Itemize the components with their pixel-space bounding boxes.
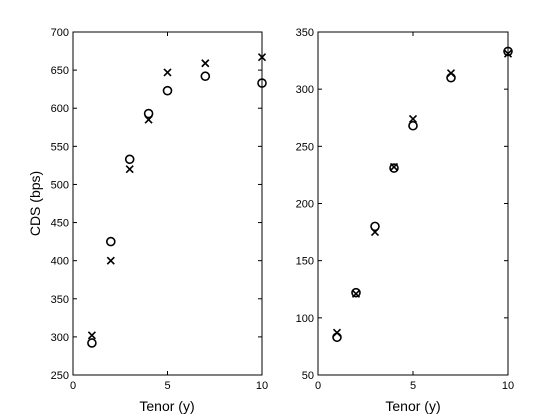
left-marks: [87, 53, 267, 348]
right-tick-labels: 0 5 10 50 100 150 200 250 300 350: [296, 27, 514, 392]
right-circle-point: [408, 120, 418, 131]
right-x-tick-label: 5: [410, 380, 416, 392]
left-x-tick-label: 10: [256, 380, 268, 392]
left-x-tick-label: 5: [164, 380, 170, 392]
left-circle-point: [200, 71, 211, 82]
right-y-tick-label: 300: [296, 84, 314, 96]
left-y-tick-label: 400: [51, 256, 69, 268]
right-ticks: [317, 31, 509, 376]
left-y-tick-label: 250: [51, 370, 69, 382]
left-plot-area: [72, 31, 263, 376]
right-y-tick-label: 200: [296, 199, 314, 211]
left-ticks: [72, 31, 263, 376]
left-y-tick-label: 700: [51, 27, 69, 39]
right-y-tick-label: 100: [296, 313, 314, 325]
right-x-point: [370, 228, 380, 237]
left-y-tick-label: 350: [51, 294, 69, 306]
left-x-tick-label: 0: [70, 380, 76, 392]
right-x-tick-label: 10: [502, 380, 514, 392]
right-x-point: [351, 289, 361, 298]
right-x-point: [332, 328, 342, 337]
left-tick-labels: 0 5 10 250 300 350 400 450 500 550 600 650 700: [51, 27, 268, 392]
left-x-point: [163, 68, 172, 77]
left-circle-point: [257, 78, 267, 88]
right-panel: 0 5 10 50 100 150 200 250 300 350 Tenor (y): [296, 27, 514, 414]
left-circle-point: [106, 236, 116, 247]
right-y-tick-label: 50: [302, 370, 314, 382]
right-x-tick-label: 0: [315, 380, 321, 392]
left-x-point: [144, 115, 153, 124]
left-circle-point: [143, 108, 154, 119]
right-circle-point: [370, 221, 380, 232]
right-x-point: [503, 49, 513, 58]
left-circle-point: [162, 85, 173, 96]
left-panel: 0 5 10 250 300 350 400 450 500 550 600 650 700 Tenor…: [27, 27, 268, 414]
left-y-tick-label: 450: [51, 218, 69, 230]
right-plot-area: [317, 31, 509, 376]
right-y-tick-label: 150: [296, 256, 314, 268]
left-x-point: [106, 256, 115, 265]
right-x-point: [446, 69, 456, 78]
left-circle-point: [124, 154, 135, 165]
left-circle-point: [87, 338, 97, 348]
right-circle-point: [351, 287, 361, 298]
left-y-tick-label: 650: [51, 65, 69, 77]
left-y-tick-label: 500: [51, 179, 69, 191]
right-circle-point: [503, 46, 513, 57]
left-x-axis-label: Tenor (y): [139, 398, 194, 414]
right-marks: [332, 46, 513, 343]
right-circle-point: [389, 163, 399, 173]
left-x-point: [257, 53, 267, 62]
right-y-tick-label: 350: [296, 27, 314, 39]
left-y-tick-label: 300: [51, 332, 69, 344]
right-x-axis-label: Tenor (y): [385, 398, 440, 414]
left-x-point: [87, 331, 96, 340]
left-x-point: [201, 59, 210, 68]
right-y-tick-label: 250: [296, 141, 314, 153]
left-y-tick-label: 550: [51, 141, 69, 153]
left-y-axis-label: CDS (bps): [27, 171, 43, 236]
right-x-point: [408, 114, 418, 123]
left-y-tick-label: 600: [51, 103, 69, 115]
left-x-point: [125, 165, 134, 174]
right-x-point: [389, 162, 399, 171]
